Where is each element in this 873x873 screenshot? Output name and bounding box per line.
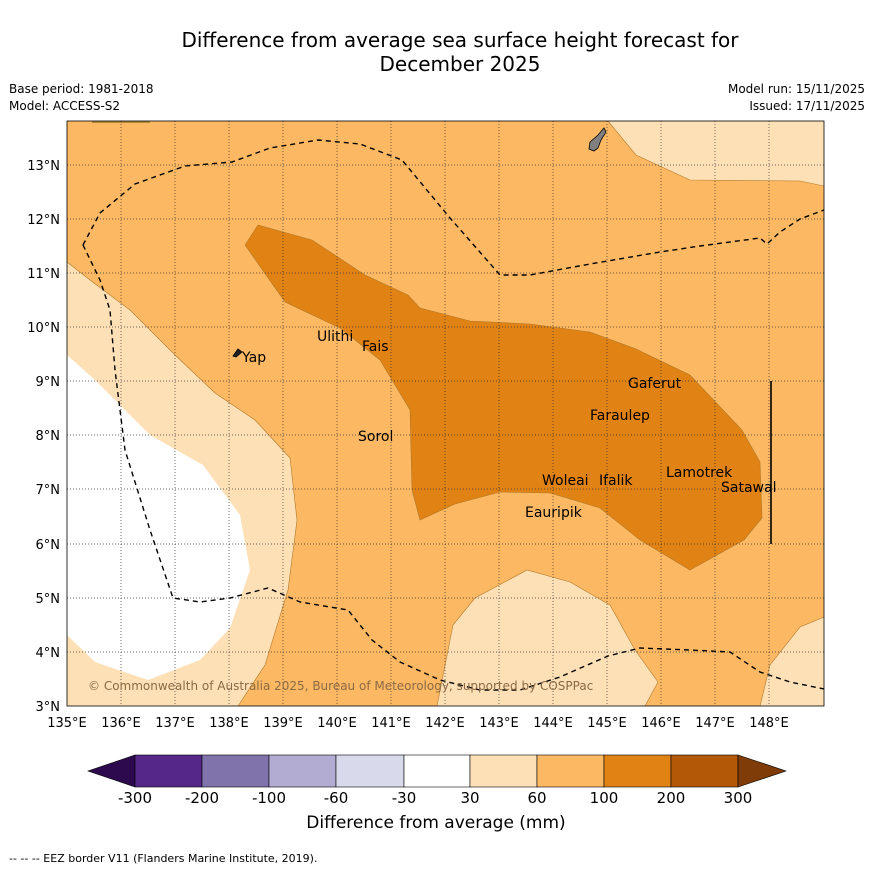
colorbar-bin <box>201 754 270 788</box>
place-woleai: Woleai <box>542 473 589 489</box>
place-sorol: Sorol <box>358 429 393 445</box>
colorbar-extend-low <box>87 754 136 788</box>
grid-lines <box>67 121 824 706</box>
band-100-200-central <box>245 225 762 570</box>
place-fais: Fais <box>362 339 389 355</box>
lat-axis-labels: 13°N 12°N 11°N 10°N 9°N 8°N 7°N 6°N 5°N … <box>27 159 60 715</box>
lon-label: 140°E <box>317 716 357 731</box>
place-labels: Yap Ulithi Fais Gaferut Faraulep Sorol L… <box>241 329 776 521</box>
lat-label: 3°N <box>36 700 61 715</box>
model-name: Model: ACCESS-S2 <box>9 99 121 113</box>
lon-label: 139°E <box>263 716 303 731</box>
copyright-text: © Commonwealth of Australia 2025, Bureau… <box>88 679 593 693</box>
contour-line-central <box>244 224 763 571</box>
lon-label: 145°E <box>587 716 627 731</box>
place-gaferut: Gaferut <box>628 376 682 392</box>
lon-label: 147°E <box>695 716 735 731</box>
colorbar-ticks: -300 -200 -100 -60 -30 30 60 100 200 300 <box>118 789 752 807</box>
band-30-60-northeast <box>608 121 824 186</box>
lon-label: 136°E <box>101 716 141 731</box>
lat-label: 7°N <box>36 483 61 498</box>
place-faraulep: Faraulep <box>590 408 650 424</box>
colorbar-bin <box>134 754 203 788</box>
chart-title: Difference from average sea surface heig… <box>110 28 810 76</box>
eez-border <box>82 139 824 691</box>
guam-island <box>588 127 607 152</box>
lat-label: 11°N <box>27 267 60 282</box>
lon-label: 148°E <box>749 716 789 731</box>
issued-date: Issued: 17/11/2025 <box>749 99 865 113</box>
lon-label: 144°E <box>533 716 573 731</box>
place-lamotrek: Lamotrek <box>666 465 733 481</box>
colorbar-tick: -30 <box>392 789 417 807</box>
footer-note: -- -- -- EEZ border V11 (Flanders Marine… <box>9 852 318 865</box>
meta-left: Base period: 1981-2018 Model: ACCESS-S2 <box>9 81 154 115</box>
lat-label: 5°N <box>36 592 61 607</box>
title-line-1: Difference from average sea surface heig… <box>181 28 739 52</box>
contour-line-south <box>436 569 659 706</box>
lon-label: 142°E <box>425 716 465 731</box>
place-satawal: Satawal <box>721 480 776 496</box>
colorbar-title: Difference from average (mm) <box>306 813 566 833</box>
place-eauripik: Eauripik <box>525 505 583 521</box>
lon-label: 138°E <box>209 716 249 731</box>
lon-axis-labels: 135°E 136°E 137°E 138°E 139°E 140°E 141°… <box>47 716 789 731</box>
band-30-60-southeast <box>760 617 824 706</box>
model-run: Model run: 15/11/2025 <box>727 82 865 96</box>
contour-line-southeast <box>759 616 824 706</box>
colorbar-bin <box>670 754 739 788</box>
yap-island <box>232 348 243 358</box>
colorbar-tick: -200 <box>185 789 219 807</box>
place-ulithi: Ulithi <box>317 329 353 345</box>
colorbar-tick: -100 <box>252 789 286 807</box>
meta-right: Model run: 15/11/2025 Issued: 17/11/2025 <box>728 81 865 115</box>
lat-label: 10°N <box>27 321 60 336</box>
lon-label: 141°E <box>371 716 411 731</box>
colorbar-tick: -60 <box>324 789 349 807</box>
colorbar-extend-high <box>737 754 787 788</box>
colorbar-tick: -300 <box>118 789 152 807</box>
colorbar <box>87 754 787 788</box>
colorbar-bin <box>335 754 405 788</box>
eez-border-line-north <box>82 139 824 276</box>
colorbar-tick: 100 <box>590 789 619 807</box>
colorbar-bin <box>469 754 538 788</box>
lat-label: 12°N <box>27 213 60 228</box>
colorbar-tick: 200 <box>657 789 686 807</box>
lon-label: 135°E <box>47 716 87 731</box>
eez-border-line <box>82 244 824 691</box>
band-30-60-south <box>437 570 658 706</box>
lat-label: 9°N <box>36 375 61 390</box>
map-frame <box>66 120 825 707</box>
colorbar-tick: 60 <box>527 789 546 807</box>
title-line-2: December 2025 <box>379 52 541 76</box>
lat-label: 6°N <box>36 538 61 553</box>
contour-line-west <box>67 261 298 706</box>
colorbar-tick: 300 <box>724 789 753 807</box>
contour-lines <box>67 121 824 706</box>
place-ifalik: Ifalik <box>599 473 633 489</box>
contour-fill <box>67 121 824 706</box>
contour-line-northeast <box>607 121 824 187</box>
base-period: Base period: 1981-2018 <box>9 82 154 96</box>
band-neutral-west <box>67 355 250 680</box>
lon-label: 146°E <box>641 716 681 731</box>
colorbar-bin <box>536 754 605 788</box>
colorbar-tick: 30 <box>460 789 479 807</box>
lat-label: 8°N <box>36 429 61 444</box>
place-yap: Yap <box>241 350 266 366</box>
lon-label: 143°E <box>479 716 519 731</box>
colorbar-bin <box>603 754 672 788</box>
colorbar-bin <box>403 754 471 788</box>
lat-label: 4°N <box>36 646 61 661</box>
lon-label: 137°E <box>155 716 195 731</box>
lat-label: 13°N <box>27 159 60 174</box>
colorbar-bin <box>268 754 337 788</box>
